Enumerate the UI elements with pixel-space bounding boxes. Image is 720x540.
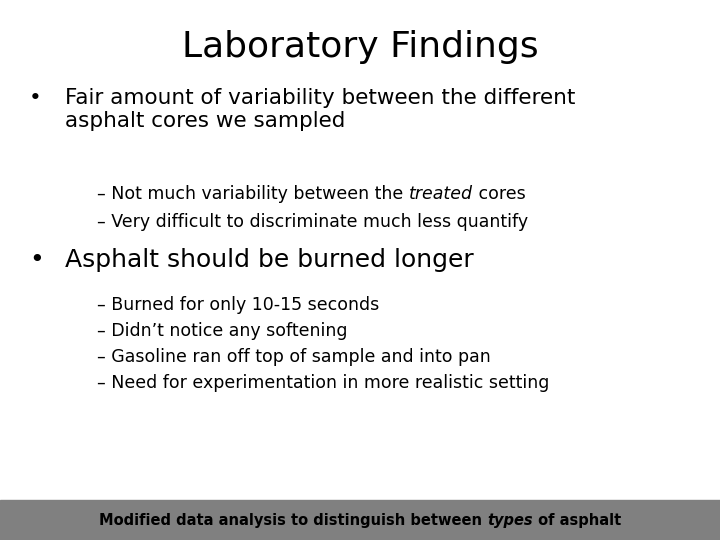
Text: – Didn’t notice any softening: – Didn’t notice any softening: [97, 322, 348, 340]
Text: Modified data analysis to distinguish between: Modified data analysis to distinguish be…: [99, 512, 487, 528]
Text: of asphalt: of asphalt: [533, 512, 621, 528]
Text: •: •: [29, 248, 43, 272]
Text: Asphalt should be burned longer: Asphalt should be burned longer: [65, 248, 474, 272]
Text: – Not much variability between the: – Not much variability between the: [97, 185, 409, 203]
Text: Fair amount of variability between the different
asphalt cores we sampled: Fair amount of variability between the d…: [65, 88, 575, 131]
Text: – Gasoline ran off top of sample and into pan: – Gasoline ran off top of sample and int…: [97, 348, 491, 366]
Text: cores: cores: [473, 185, 526, 203]
Text: – Burned for only 10-15 seconds: – Burned for only 10-15 seconds: [97, 296, 379, 314]
Text: Laboratory Findings: Laboratory Findings: [181, 30, 539, 64]
Text: •: •: [29, 88, 42, 108]
Text: treated: treated: [409, 185, 473, 203]
Text: types: types: [487, 512, 533, 528]
Text: – Need for experimentation in more realistic setting: – Need for experimentation in more reali…: [97, 374, 549, 392]
Text: – Very difficult to discriminate much less quantify: – Very difficult to discriminate much le…: [97, 213, 528, 231]
